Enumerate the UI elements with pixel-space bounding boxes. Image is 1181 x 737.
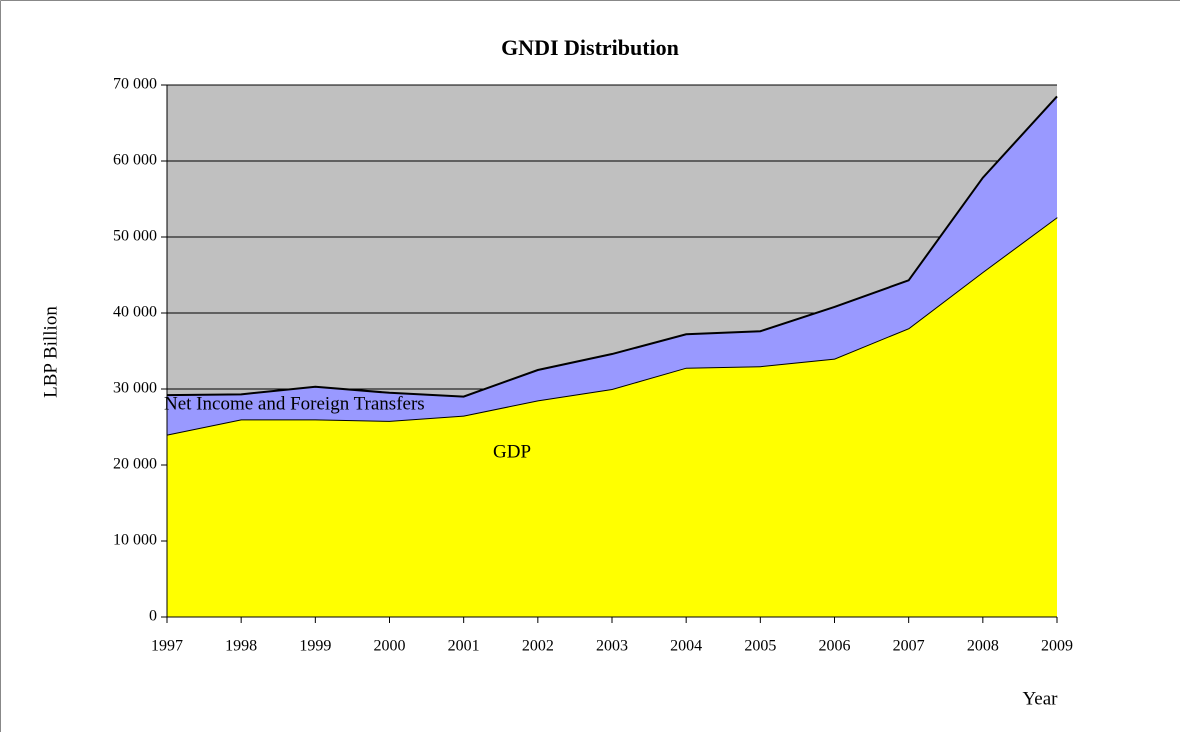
y-tick-label: 50 000 [113, 228, 157, 245]
x-tick-label: 2005 [744, 638, 776, 655]
x-tick-label: 2001 [448, 638, 480, 655]
x-tick-label: 2008 [967, 638, 999, 655]
x-tick-label: 1998 [225, 638, 257, 655]
x-tick-label: 2003 [596, 638, 628, 655]
y-tick-label: 20 000 [113, 456, 157, 473]
x-axis-title: Year [1022, 688, 1058, 709]
x-tick-label: 2004 [670, 638, 702, 655]
area [167, 217, 1057, 618]
y-tick-label: 60 000 [113, 152, 157, 169]
area-line [166, 95, 1058, 398]
x-tick-label: 2006 [819, 638, 851, 655]
y-tick-label: 70 000 [113, 76, 157, 93]
y-tick-label: 40 000 [113, 304, 157, 321]
chart-title: GNDI Distribution [501, 35, 679, 60]
y-tick-label: 10 000 [113, 532, 157, 549]
x-tick-label: 1999 [299, 638, 331, 655]
x-tick-label: 2009 [1041, 638, 1073, 655]
plot-area: 0 10 000 20 000 30 000 40 000 50 000 60 000 70 … [113, 76, 1073, 655]
x-tick-label: 1997 [151, 638, 183, 655]
x-tick-label: 2007 [893, 638, 925, 655]
y-axis-title: LBP Billion [40, 306, 61, 398]
y-tick-label: 30 000 [113, 380, 157, 397]
x-tick-label: 2000 [374, 638, 406, 655]
series-label: GDP [493, 441, 531, 462]
area [167, 96, 1057, 435]
y-tick-label: 0 [149, 608, 157, 625]
x-tick-label: 2002 [522, 638, 554, 655]
labels: Net Income and Foreign Transfers GDP [164, 393, 531, 462]
series-label: Net Income and Foreign Transfers [164, 393, 425, 414]
